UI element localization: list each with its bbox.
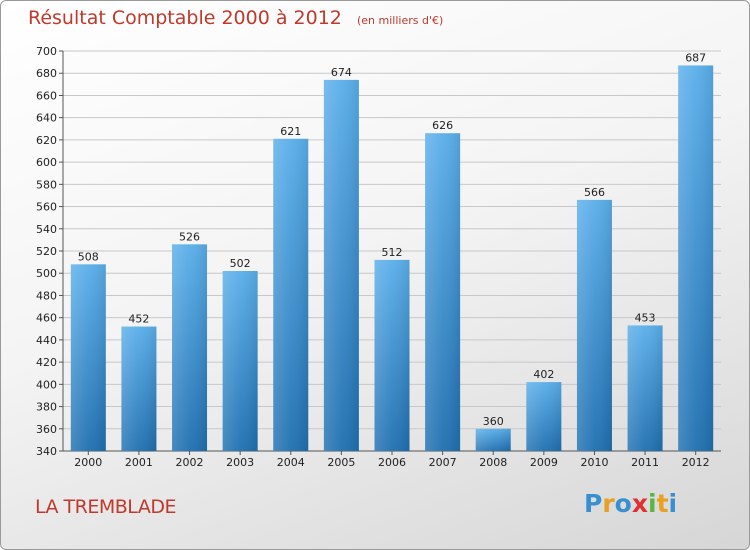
bar-shine [323, 79, 359, 451]
proxiti-logo: Proxiti [584, 489, 677, 518]
logo-letter: P [584, 489, 603, 518]
bar-shine [475, 428, 511, 451]
bar-value-label: 402 [533, 368, 554, 381]
bar-shine [273, 138, 309, 451]
bar-value-label: 626 [432, 119, 453, 132]
y-tick-label: 500 [36, 267, 57, 280]
y-tick-label: 560 [36, 201, 57, 214]
bar-shine [678, 65, 714, 451]
y-tick-label: 680 [36, 67, 57, 80]
x-tick-label: 2009 [530, 456, 558, 469]
x-tick-label: 2012 [682, 456, 710, 469]
y-tick-label: 440 [36, 334, 57, 347]
logo-letter: x [631, 489, 648, 518]
chart-subtitle: (en milliers d'€) [356, 14, 444, 27]
bar-shine [172, 244, 208, 451]
x-tick-label: 2008 [479, 456, 507, 469]
x-tick-label: 2001 [125, 456, 153, 469]
bar-value-label: 621 [280, 125, 301, 138]
y-tick-label: 400 [36, 378, 57, 391]
bar-shine [526, 382, 562, 451]
chart-title: Résultat Comptable 2000 à 2012 [28, 7, 342, 29]
bar-value-label: 526 [179, 230, 200, 243]
bar-shine [576, 199, 612, 451]
x-tick-label: 2006 [378, 456, 406, 469]
logo-letter: t [656, 489, 669, 518]
bar-value-label: 566 [584, 186, 605, 199]
y-tick-label: 540 [36, 223, 57, 236]
x-tick-label: 2000 [74, 456, 102, 469]
y-tick-label: 640 [36, 112, 57, 125]
bar-shine [374, 259, 410, 451]
y-tick-label: 620 [36, 134, 57, 147]
bar-shine [222, 271, 258, 451]
y-tick-label: 420 [36, 356, 57, 369]
bar-value-label: 502 [230, 257, 251, 270]
logo-letter: i [668, 489, 678, 518]
y-tick-label: 600 [36, 156, 57, 169]
bar-shine [425, 133, 461, 451]
bar-value-label: 453 [635, 311, 656, 324]
logo-letter: r [602, 489, 615, 518]
y-tick-label: 580 [36, 178, 57, 191]
x-tick-label: 2011 [631, 456, 659, 469]
bar-value-label: 512 [382, 246, 403, 259]
x-tick-label: 2004 [277, 456, 305, 469]
y-tick-label: 660 [36, 89, 57, 102]
logo-letter: i [648, 489, 657, 518]
bar-value-label: 674 [331, 66, 352, 79]
x-tick-label: 2010 [580, 456, 608, 469]
bar-value-label: 452 [128, 313, 149, 326]
bar-shine [627, 325, 663, 451]
bar-value-label: 687 [685, 51, 706, 64]
x-tick-label: 2007 [429, 456, 457, 469]
y-tick-label: 340 [36, 445, 57, 458]
y-tick-label: 700 [36, 45, 57, 58]
bar-shine [121, 326, 157, 451]
bar-shine [70, 264, 106, 451]
y-tick-label: 380 [36, 401, 57, 414]
y-tick-label: 460 [36, 312, 57, 325]
x-tick-label: 2005 [327, 456, 355, 469]
bars-layer [70, 65, 714, 451]
commune-name: LA TREMBLADE [35, 496, 176, 518]
y-tick-label: 480 [36, 289, 57, 302]
title-row: Résultat Comptable 2000 à 2012 (en milli… [28, 7, 443, 29]
logo-letter: o [614, 489, 632, 518]
y-tick-label: 360 [36, 423, 57, 436]
labels-layer: 340 360 380 400 420 440 460 480 500 520 540 560 580 6… [36, 45, 710, 469]
x-tick-label: 2002 [176, 456, 204, 469]
y-tick-label: 520 [36, 245, 57, 258]
bar-value-label: 360 [483, 415, 504, 428]
x-tick-label: 2003 [226, 456, 254, 469]
bar-value-label: 508 [78, 250, 99, 263]
